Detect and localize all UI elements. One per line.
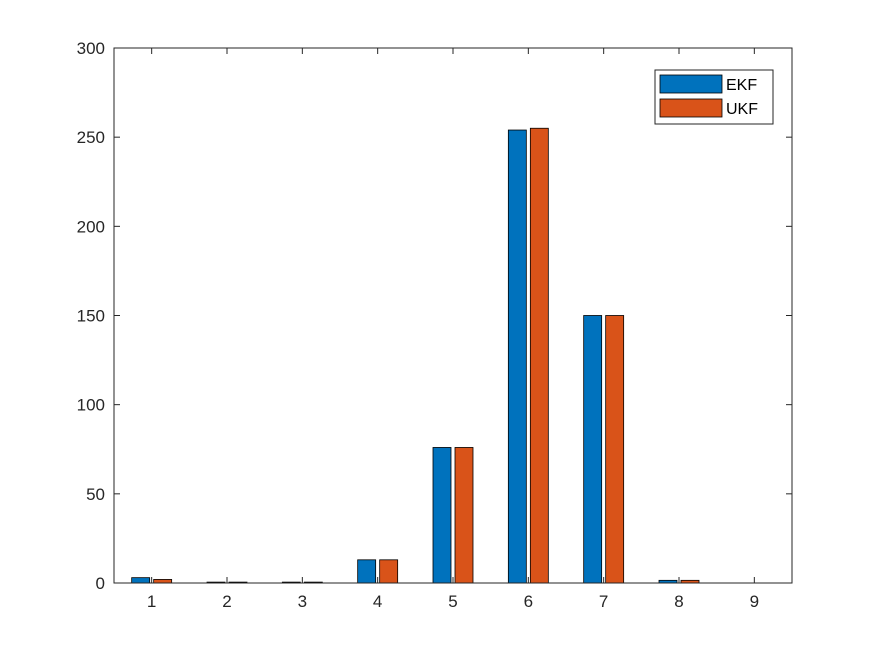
x-tick-label: 5: [448, 592, 457, 611]
y-tick-label: 250: [77, 128, 105, 147]
x-tick-label: 3: [298, 592, 307, 611]
legend: EKF UKF: [654, 69, 774, 125]
bar-ukf-1: [153, 579, 173, 584]
bar-ukf-7: [605, 315, 625, 584]
y-tick-label: 0: [96, 574, 105, 593]
y-tick-label: 100: [77, 396, 105, 415]
bar-ekf-1: [131, 577, 151, 584]
x-tick-label: 1: [147, 592, 156, 611]
y-tick-label: 200: [77, 217, 105, 236]
legend-label-ukf: UKF: [726, 101, 758, 118]
legend-swatch-ukf: [659, 98, 723, 118]
y-tick-label: 50: [86, 485, 105, 504]
axes-layer: 0 50 100 150 200 250 300 1 2 3 4 5 6 7 8 9: [77, 39, 793, 611]
x-tick-label: 6: [524, 592, 533, 611]
y-tick-label: 300: [77, 39, 105, 58]
bar-ekf-4: [357, 559, 377, 584]
legend-label-ekf: EKF: [726, 77, 757, 94]
plot-area: [114, 48, 792, 583]
x-tick-label: 8: [674, 592, 683, 611]
x-tick-label: 2: [222, 592, 231, 611]
bars-layer: [114, 48, 792, 584]
y-tick-label: 150: [77, 307, 105, 326]
bar-ekf-7: [583, 315, 603, 584]
x-tick-label: 7: [599, 592, 608, 611]
bar-ekf-5: [432, 447, 452, 584]
bar-ukf-6: [529, 127, 549, 584]
x-tick-label: 4: [373, 592, 382, 611]
bar-ekf-6: [507, 129, 527, 584]
x-tick-label: 9: [750, 592, 759, 611]
legend-swatch-ekf: [659, 74, 723, 94]
bar-ukf-5: [454, 447, 474, 584]
bar-ukf-4: [379, 559, 399, 584]
